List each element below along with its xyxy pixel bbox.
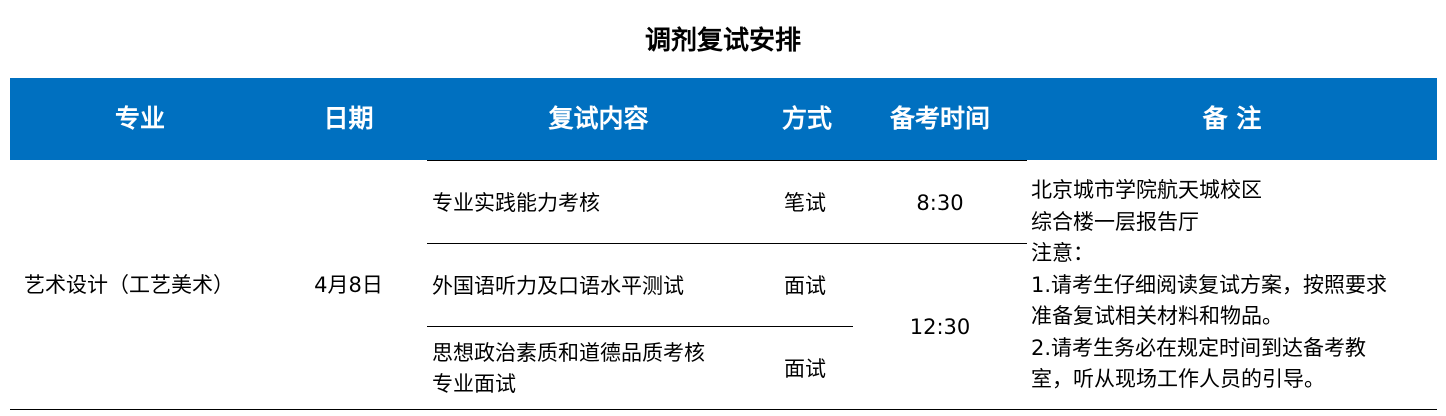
header-prep-time: 备考时间 bbox=[889, 104, 990, 133]
note-line: 2.请考生务必在规定时间到达备考教 bbox=[1031, 335, 1367, 360]
note-line: 综合楼一层报告厅 bbox=[1031, 209, 1199, 234]
header-notes: 备 注 bbox=[1202, 104, 1262, 133]
cell-time: 12:30 bbox=[909, 315, 971, 339]
cell-notes: 北京城市学院航天城校区 综合楼一层报告厅 注意： 1.请考生仔细阅读复试方案，按… bbox=[1031, 175, 1387, 396]
cell-content: 外国语听力及口语水平测试 bbox=[432, 274, 684, 298]
page-title: 调剂复试安排 bbox=[644, 26, 801, 56]
cell-time: 8:30 bbox=[916, 191, 964, 215]
header-method: 方式 bbox=[781, 104, 832, 133]
note-line: 1.请考生仔细阅读复试方案，按照要求 bbox=[1031, 272, 1388, 297]
cell-method: 面试 bbox=[784, 357, 826, 381]
cell-content: 专业实践能力考核 bbox=[432, 191, 600, 215]
divider bbox=[427, 160, 1027, 161]
note-line: 注意： bbox=[1031, 241, 1094, 265]
divider bbox=[10, 409, 1437, 410]
note-line: 北京城市学院航天城校区 bbox=[1031, 178, 1262, 202]
cell-date: 4月8日 bbox=[314, 273, 383, 297]
header-date: 日期 bbox=[323, 104, 374, 133]
header-major: 专业 bbox=[114, 104, 165, 133]
note-line: 室，听从现场工作人员的引导。 bbox=[1031, 367, 1325, 391]
table-header bbox=[10, 78, 1437, 160]
cell-method: 笔试 bbox=[784, 191, 826, 215]
cell-major: 艺术设计（工艺美术） bbox=[24, 273, 234, 297]
cell-method: 面试 bbox=[784, 274, 826, 298]
divider bbox=[427, 243, 1027, 244]
divider bbox=[427, 326, 853, 327]
header-content: 复试内容 bbox=[548, 104, 649, 133]
cell-content: 专业面试 bbox=[432, 372, 516, 396]
note-line: 准备复试相关材料和物品。 bbox=[1031, 304, 1283, 328]
cell-content: 思想政治素质和道德品质考核 bbox=[432, 341, 705, 365]
